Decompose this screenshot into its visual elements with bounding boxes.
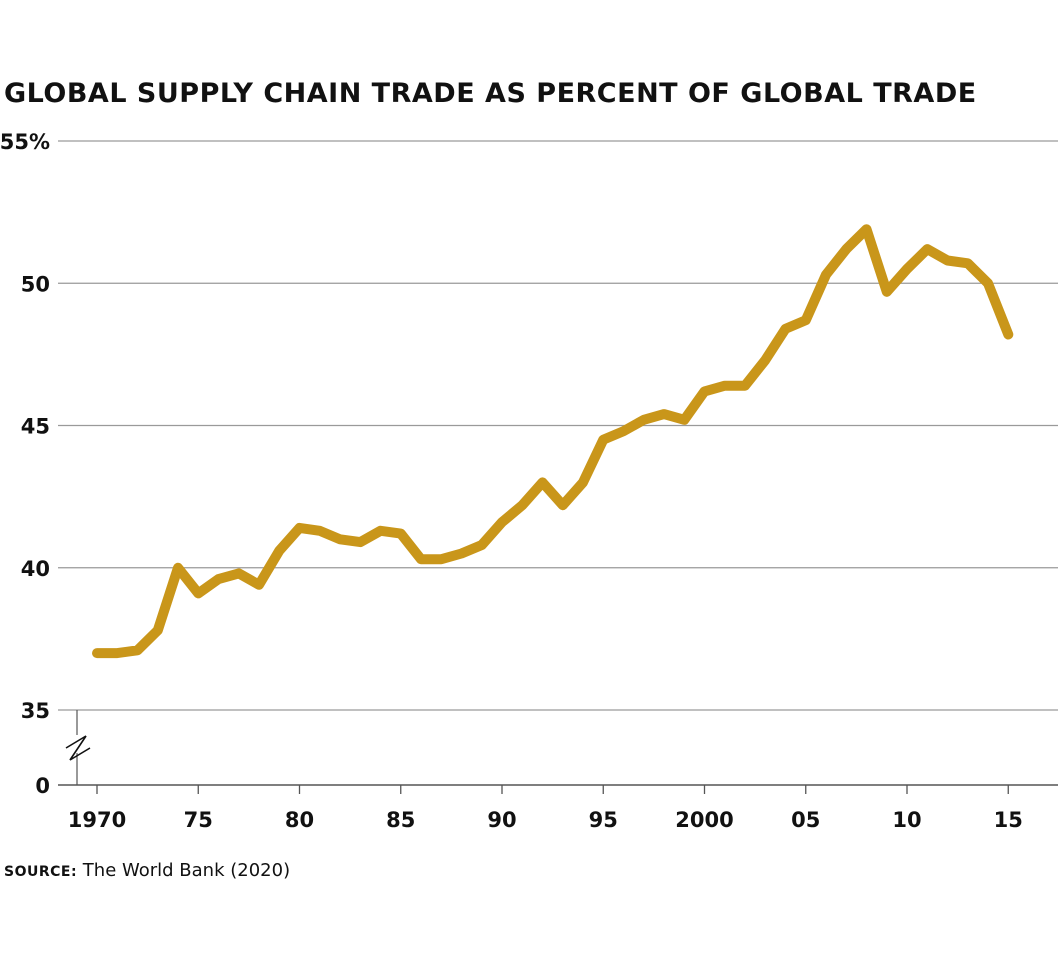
data-point-2009 <box>886 291 888 293</box>
axes <box>58 710 1058 786</box>
data-point-1987 <box>440 558 442 560</box>
y-tick-label-55: 55% <box>0 130 50 154</box>
data-point-1984 <box>380 530 381 532</box>
data-point-1982 <box>339 538 341 540</box>
data-point-1972 <box>137 649 138 651</box>
data-point-1996 <box>623 430 624 432</box>
data-point-1977 <box>238 572 240 574</box>
x-tick-label-2015: 15 <box>994 808 1023 832</box>
series-line-0 <box>92 224 1014 659</box>
y-gridlines <box>58 140 1058 711</box>
data-point-1998 <box>663 413 665 415</box>
data-point-2010 <box>906 268 908 270</box>
data-point-2008 <box>866 228 867 230</box>
data-point-1975 <box>197 592 199 594</box>
data-point-1988 <box>461 553 462 554</box>
data-point-2012 <box>947 260 948 261</box>
x-tick-label-2000: 2000 <box>675 808 733 832</box>
source-label: Source: <box>4 864 78 880</box>
data-point-2011 <box>926 248 928 250</box>
data-point-1971 <box>116 652 118 654</box>
x-tick-label-1970: 1970 <box>68 808 126 832</box>
data-point-2014 <box>987 282 989 284</box>
data-point-2002 <box>744 385 746 387</box>
data-point-2006 <box>825 274 827 276</box>
source-note: Source: The World Bank (2020) <box>4 860 290 881</box>
x-tick-label-1985: 85 <box>386 808 415 832</box>
data-point-1983 <box>359 541 361 543</box>
data-point-2013 <box>967 262 969 264</box>
source-text: The World Bank (2020) <box>77 860 291 881</box>
data-point-2000 <box>704 390 705 392</box>
data-point-2003 <box>764 359 766 361</box>
data-point-2005 <box>805 319 807 321</box>
data-point-1989 <box>481 544 483 546</box>
y-tick-label-40: 40 <box>21 557 50 581</box>
data-point-1992 <box>542 481 543 483</box>
x-tick-label-2005: 05 <box>791 808 820 832</box>
x-tick-label-1995: 95 <box>589 808 618 832</box>
data-point-2007 <box>845 248 847 250</box>
data-point-1973 <box>157 629 159 631</box>
x-tick-label-1975: 75 <box>184 808 213 832</box>
x-tick-label-2010: 10 <box>892 808 921 832</box>
data-point-1991 <box>521 504 523 506</box>
chart-title: GLOBAL SUPPLY CHAIN TRADE AS PERCENT OF … <box>4 78 977 109</box>
y-tick-labels: 55% 50 45 40 35 0 <box>0 130 50 798</box>
x-tick-label-1990: 90 <box>487 808 516 832</box>
data-point-1976 <box>218 578 219 580</box>
series-layer <box>92 224 1014 659</box>
data-point-1981 <box>319 530 321 532</box>
x-tick-labels: 1970 75 80 85 90 95 2000 05 10 15 <box>68 785 1023 832</box>
y-tick-label-35: 35 <box>21 699 50 723</box>
data-point-1985 <box>400 533 402 535</box>
axis-break-icon <box>65 735 91 761</box>
data-point-1986 <box>420 558 422 560</box>
data-point-1974 <box>177 567 179 569</box>
x-tick-label-1980: 80 <box>285 808 314 832</box>
y-tick-label-50: 50 <box>21 272 50 296</box>
data-point-2015 <box>1007 334 1009 335</box>
data-point-1995 <box>602 439 604 441</box>
data-point-1990 <box>501 521 503 523</box>
data-point-1980 <box>299 527 300 529</box>
data-point-2004 <box>785 328 786 330</box>
data-point-1979 <box>278 550 280 552</box>
data-point-1999 <box>683 419 685 421</box>
y-tick-label-45: 45 <box>21 415 50 439</box>
data-point-1994 <box>582 481 584 483</box>
data-point-1970 <box>96 652 98 654</box>
y-tick-label-0: 0 <box>35 774 50 798</box>
data-point-1997 <box>643 419 645 421</box>
data-point-2001 <box>724 385 726 387</box>
data-point-1993 <box>562 504 564 506</box>
data-point-1978 <box>258 584 260 586</box>
